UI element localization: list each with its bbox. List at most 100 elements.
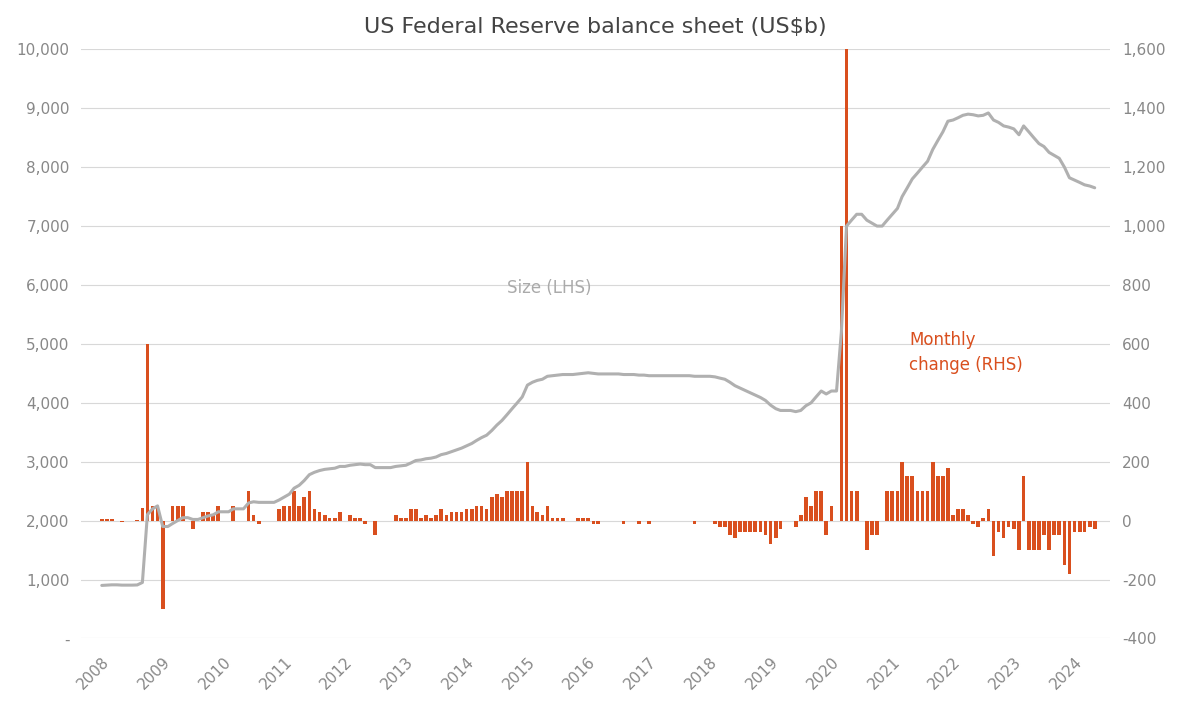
Bar xyxy=(941,476,944,520)
Bar xyxy=(637,520,641,523)
Bar xyxy=(733,520,736,538)
Bar xyxy=(556,518,559,520)
Bar xyxy=(839,226,843,520)
Bar xyxy=(191,520,195,530)
Bar xyxy=(394,515,397,520)
Bar xyxy=(338,512,342,520)
Bar xyxy=(774,520,778,538)
Bar xyxy=(987,509,991,520)
Bar xyxy=(141,508,144,520)
Bar xyxy=(1012,520,1015,530)
Text: Size (LHS): Size (LHS) xyxy=(507,279,592,297)
Bar xyxy=(298,506,301,520)
Bar xyxy=(323,515,326,520)
Bar xyxy=(870,520,873,535)
Bar xyxy=(414,509,417,520)
Bar xyxy=(252,515,255,520)
Bar xyxy=(303,497,306,520)
Bar xyxy=(540,515,544,520)
Bar xyxy=(1002,520,1006,538)
Bar xyxy=(981,518,985,520)
Bar xyxy=(810,506,813,520)
Bar xyxy=(520,491,524,520)
Bar xyxy=(398,518,403,520)
Bar xyxy=(531,506,534,520)
Bar xyxy=(759,520,762,532)
Bar xyxy=(485,509,488,520)
Bar xyxy=(349,515,352,520)
Bar xyxy=(885,491,889,520)
Bar xyxy=(170,506,175,520)
Bar xyxy=(597,520,600,523)
Bar xyxy=(779,520,782,530)
Bar xyxy=(576,518,580,520)
Bar xyxy=(444,515,448,520)
Bar xyxy=(526,462,530,520)
Bar xyxy=(475,506,479,520)
Bar xyxy=(850,491,853,520)
Bar xyxy=(333,518,337,520)
Bar xyxy=(748,520,752,532)
Bar xyxy=(717,520,721,527)
Bar xyxy=(1063,520,1066,565)
Bar xyxy=(845,0,849,520)
Bar xyxy=(455,512,459,520)
Bar xyxy=(216,506,220,520)
Bar xyxy=(992,520,995,556)
Bar xyxy=(470,509,474,520)
Bar xyxy=(738,520,742,532)
Bar xyxy=(1052,520,1056,535)
Bar xyxy=(312,509,316,520)
Bar xyxy=(1078,520,1082,532)
Bar xyxy=(996,520,1000,532)
Bar xyxy=(440,509,443,520)
Bar xyxy=(247,491,251,520)
Bar xyxy=(956,509,960,520)
Bar xyxy=(292,491,296,520)
Bar xyxy=(865,520,869,550)
Bar xyxy=(936,476,940,520)
Bar xyxy=(1093,520,1097,530)
Bar xyxy=(794,520,798,527)
Bar xyxy=(121,520,124,522)
Bar xyxy=(830,506,833,520)
Bar xyxy=(460,512,463,520)
Bar xyxy=(307,491,311,520)
Bar xyxy=(764,520,767,535)
Bar xyxy=(151,506,155,520)
Bar xyxy=(1073,520,1077,532)
Bar xyxy=(201,512,204,520)
Text: Monthly
change (RHS): Monthly change (RHS) xyxy=(909,331,1024,374)
Bar xyxy=(256,520,260,523)
Bar xyxy=(814,491,818,520)
Bar xyxy=(318,512,322,520)
Bar xyxy=(546,506,550,520)
Bar xyxy=(156,506,160,520)
Bar xyxy=(1007,520,1011,527)
Bar xyxy=(926,491,929,520)
Bar xyxy=(910,476,914,520)
Bar xyxy=(374,520,377,535)
Bar xyxy=(890,491,894,520)
Bar xyxy=(181,506,184,520)
Bar xyxy=(591,520,596,523)
Title: US Federal Reserve balance sheet (US$b): US Federal Reserve balance sheet (US$b) xyxy=(364,17,827,37)
Bar xyxy=(896,491,900,520)
Bar xyxy=(491,497,494,520)
Bar xyxy=(1027,520,1031,550)
Bar xyxy=(901,462,904,520)
Bar xyxy=(353,518,357,520)
Bar xyxy=(976,520,980,527)
Bar xyxy=(424,515,428,520)
Bar xyxy=(804,497,807,520)
Bar xyxy=(824,520,829,535)
Bar xyxy=(713,520,716,523)
Bar xyxy=(207,512,210,520)
Bar xyxy=(480,506,483,520)
Bar xyxy=(799,515,803,520)
Bar xyxy=(648,520,651,523)
Bar xyxy=(363,520,366,523)
Bar xyxy=(287,506,291,520)
Bar xyxy=(145,344,149,520)
Bar xyxy=(1043,520,1046,535)
